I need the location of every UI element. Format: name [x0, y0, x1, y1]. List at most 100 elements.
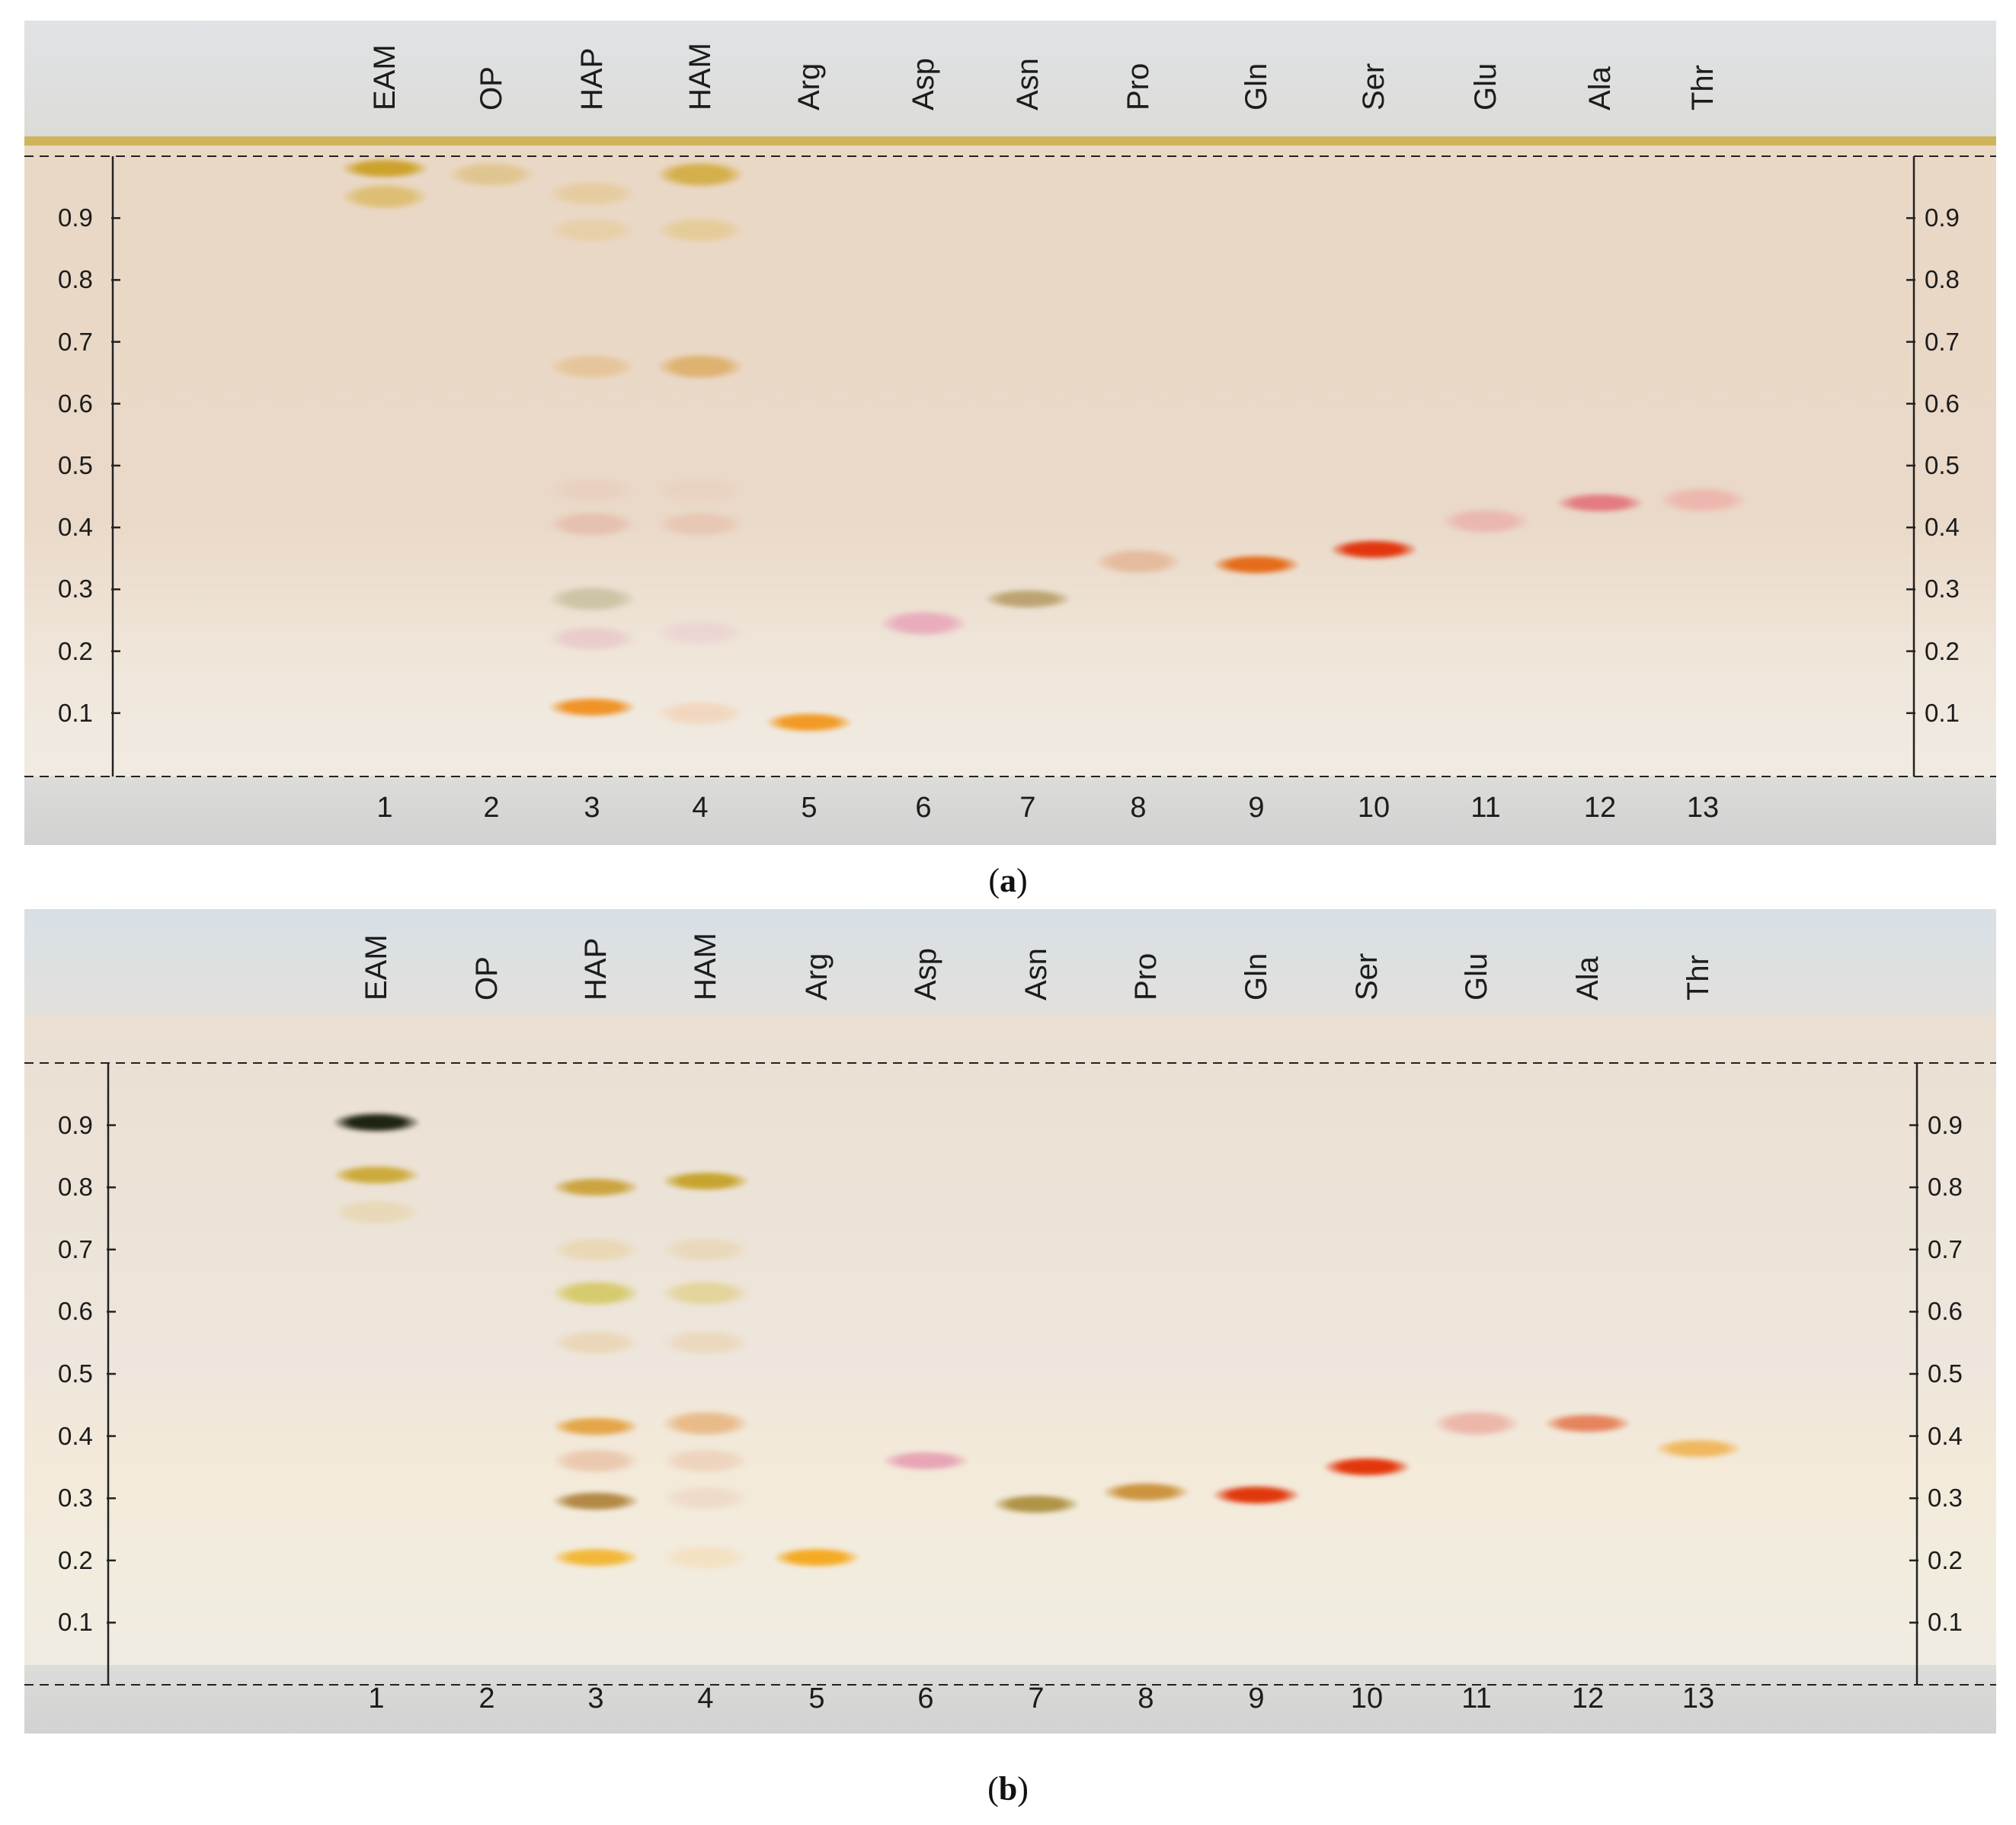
rf-label-left-0-4: 0.4	[58, 1421, 93, 1450]
band-lane-10	[1324, 1457, 1410, 1478]
lane-number-5: 5	[808, 1683, 825, 1715]
lane-number-13: 13	[1686, 792, 1720, 824]
lane-number-8: 8	[1130, 792, 1147, 824]
band-lane-4	[658, 511, 743, 538]
band-lane-4	[663, 1448, 748, 1474]
lane-number-11: 11	[1470, 792, 1501, 824]
lane-number-3: 3	[584, 792, 600, 824]
rf-label-left-0-9: 0.9	[58, 203, 93, 232]
caption-a: (a)	[988, 862, 1028, 899]
lane-number-9: 9	[1248, 792, 1265, 824]
band-lane-6	[883, 1451, 968, 1471]
rf-label-left-0-7: 0.7	[58, 1234, 93, 1263]
band-lane-3	[553, 1491, 638, 1512]
band-lane-7	[994, 1494, 1079, 1515]
lane-label-glu: Glu	[1460, 953, 1493, 1001]
plate-header-strip	[24, 21, 1996, 146]
band-lane-4	[658, 700, 743, 726]
rf-frame	[24, 155, 1996, 777]
band-lane-3	[549, 585, 635, 612]
band-lane-4	[658, 354, 743, 380]
rf-label-right-0-7: 0.7	[1928, 1234, 1963, 1263]
rf-label-left-0-8: 0.8	[58, 1173, 93, 1202]
lane-label-asp: Asp	[909, 948, 942, 1001]
lane-number-9: 9	[1248, 1683, 1265, 1715]
band-lane-4	[663, 1171, 748, 1192]
lane-label-ham: HAM	[683, 43, 717, 110]
band-lane-10	[1331, 539, 1416, 559]
lane-number-10: 10	[1350, 1683, 1384, 1715]
lane-label-gln: Gln	[1240, 62, 1273, 110]
rf-label-left-0-1: 0.1	[58, 1608, 93, 1637]
band-lane-3	[553, 1236, 638, 1263]
band-lane-13	[1660, 486, 1746, 513]
band-lane-4	[663, 1544, 748, 1570]
band-lane-3	[549, 217, 635, 244]
lane-label-thr: Thr	[1686, 65, 1720, 110]
lane-label-ser: Ser	[1357, 62, 1390, 110]
band-lane-3	[553, 1547, 638, 1567]
rf-label-right-0-5: 0.5	[1925, 451, 1960, 479]
rf-label-left-0-8: 0.8	[58, 265, 93, 294]
plate-footer-strip	[24, 1665, 1996, 1734]
band-lane-1	[334, 1164, 419, 1185]
band-lane-11	[1434, 1410, 1519, 1437]
lane-label-asp: Asp	[907, 58, 940, 110]
rf-label-left-0-1: 0.1	[58, 698, 93, 727]
band-lane-4	[658, 162, 743, 188]
band-lane-1	[342, 183, 427, 210]
band-lane-3	[549, 696, 635, 717]
lane-number-10: 10	[1357, 792, 1390, 824]
rf-label-right-0-3: 0.3	[1925, 575, 1960, 604]
band-lane-3	[549, 180, 635, 207]
rf-label-right-0-9: 0.9	[1925, 203, 1960, 232]
lane-number-4: 4	[697, 1683, 714, 1715]
rf-label-right-0-6: 0.6	[1928, 1297, 1963, 1326]
plate-header-strip	[24, 909, 1996, 1016]
band-lane-7	[985, 588, 1070, 609]
lane-label-eam: EAM	[360, 934, 393, 1001]
rf-label-right-0-8: 0.8	[1928, 1173, 1963, 1202]
band-lane-1	[334, 1199, 419, 1225]
rf-label-left-0-7: 0.7	[58, 327, 93, 356]
rf-label-right-0-1: 0.1	[1925, 698, 1960, 727]
band-lane-3	[553, 1448, 638, 1474]
band-lane-9	[1214, 554, 1299, 575]
lane-label-ser: Ser	[1350, 953, 1384, 1001]
band-lane-4	[663, 1279, 748, 1306]
band-lane-13	[1656, 1438, 1741, 1458]
lane-label-eam: EAM	[368, 44, 402, 110]
rf-label-right-0-4: 0.4	[1928, 1421, 1963, 1450]
rf-label-right-0-6: 0.6	[1925, 389, 1960, 418]
band-lane-1	[342, 158, 427, 179]
band-lane-6	[881, 610, 966, 637]
lane-number-8: 8	[1138, 1683, 1154, 1715]
band-lane-11	[1443, 508, 1528, 535]
rf-label-right-0-8: 0.8	[1925, 265, 1960, 294]
rf-label-left-0-4: 0.4	[58, 513, 93, 542]
band-lane-4	[658, 477, 743, 504]
rf-label-left-0-2: 0.2	[58, 636, 93, 665]
rf-label-left-0-3: 0.3	[58, 1484, 93, 1513]
lane-number-5: 5	[801, 792, 818, 824]
lane-label-arg: Arg	[800, 953, 834, 1001]
lane-number-11: 11	[1461, 1683, 1492, 1715]
lane-number-12: 12	[1583, 792, 1617, 824]
plate-footer-strip	[24, 776, 1996, 845]
rf-label-left-0-3: 0.3	[58, 575, 93, 604]
band-lane-8	[1103, 1482, 1189, 1503]
band-lane-4	[663, 1410, 748, 1437]
band-lane-3	[549, 477, 635, 504]
tlc-plate-a: EAM OP HAP HAM Arg Asp Asn Pro Gln Ser Glu Ala Thr 1…	[24, 21, 1996, 845]
lane-number-1: 1	[368, 1683, 385, 1715]
lane-number-4: 4	[692, 792, 709, 824]
rf-label-left-0-9: 0.9	[58, 1110, 93, 1139]
band-lane-3	[553, 1330, 638, 1356]
rf-label-left-0-6: 0.6	[58, 389, 93, 418]
rf-label-right-0-1: 0.1	[1928, 1608, 1963, 1637]
band-lane-5	[766, 712, 852, 732]
lane-label-asn: Asn	[1011, 58, 1045, 110]
band-lane-4	[658, 620, 743, 646]
lane-label-pro: Pro	[1122, 62, 1155, 110]
lane-label-asn: Asn	[1019, 948, 1053, 1001]
